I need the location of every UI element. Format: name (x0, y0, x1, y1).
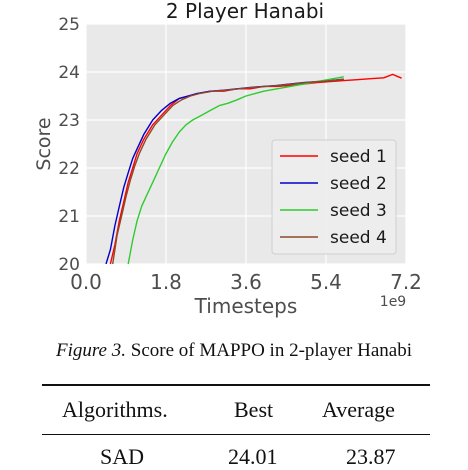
series-lines (105, 73, 402, 264)
x-tick-label: 5.4 (310, 270, 342, 294)
legend-label: seed 1 (330, 147, 387, 167)
legend-label: seed 4 (330, 228, 387, 248)
series-line-seed-3 (127, 76, 344, 264)
x-axis-label: Timesteps (194, 294, 298, 318)
cell-algorithm-sad: SAD (100, 444, 145, 469)
x-tick-label: 3.6 (230, 270, 262, 294)
y-axis-label: Score (33, 117, 55, 170)
legend-box (271, 139, 397, 255)
y-tick-label: 21 (58, 207, 80, 227)
series-line-seed-4 (112, 78, 344, 264)
legend-label: seed 2 (330, 174, 387, 194)
x-tick-label: 7.2 (390, 270, 422, 294)
table-top-rule (42, 384, 430, 386)
grid-lines (85, 23, 407, 265)
header-algorithms: Algorithms. (62, 397, 168, 422)
figure-caption: Figure 3. Score of MAPPO in 2-player Han… (0, 340, 468, 362)
x-tick-label: 1.8 (150, 270, 182, 294)
y-tick-label: 23 (58, 111, 80, 131)
y-tick-label: 24 (58, 63, 80, 83)
line-chart: 2 Player Hanabi 0.0 1.8 3.6 5.4 7.2 20 21 22 23 2… (33, 0, 422, 318)
cell-average-sad: 23.87 (346, 444, 396, 469)
axis-ticks: 0.0 1.8 3.6 5.4 7.2 20 21 22 23 24 25 (58, 15, 422, 294)
y-tick-label: 22 (58, 159, 80, 179)
figure-label: Figure 3. (55, 340, 126, 361)
chart-title: 2 Player Hanabi (166, 0, 324, 23)
legend: seed 1 seed 2 seed 3 seed 4 (271, 139, 397, 255)
header-average: Average (322, 397, 395, 422)
legend-label: seed 3 (330, 201, 387, 221)
y-tick-label: 25 (58, 15, 80, 35)
y-tick-label: 20 (58, 255, 80, 275)
x-offset-label: 1e9 (380, 294, 406, 310)
cell-best-sad: 24.01 (228, 444, 278, 469)
x-tick-label: 0.0 (70, 270, 102, 294)
table-header-rule (42, 434, 430, 435)
header-best: Best (234, 397, 274, 422)
caption-text: Score of MAPPO in 2-player Hanabi (130, 340, 413, 361)
